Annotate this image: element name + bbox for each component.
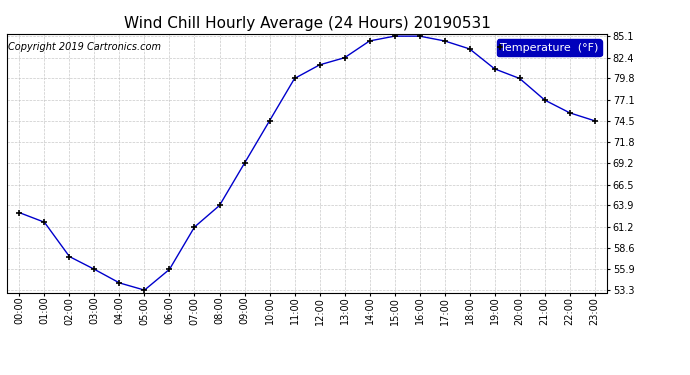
Title: Wind Chill Hourly Average (24 Hours) 20190531: Wind Chill Hourly Average (24 Hours) 201… [124, 16, 491, 31]
Legend: Temperature  (°F): Temperature (°F) [497, 39, 602, 56]
Text: Copyright 2019 Cartronics.com: Copyright 2019 Cartronics.com [8, 42, 161, 51]
